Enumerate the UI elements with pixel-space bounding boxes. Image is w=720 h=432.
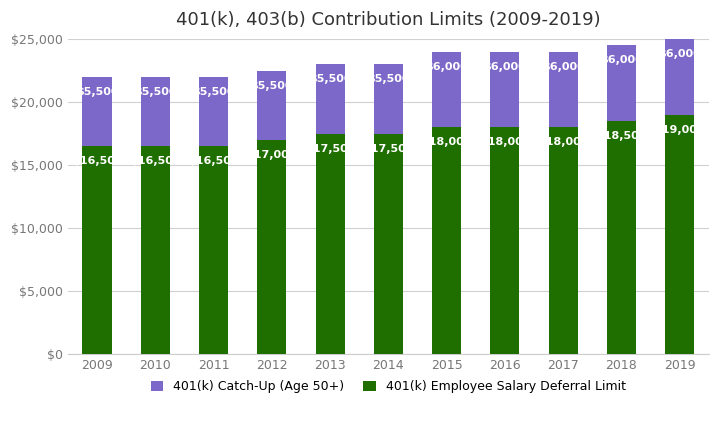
Text: $5,500: $5,500: [251, 81, 293, 91]
Bar: [82, 146, 112, 354]
Text: $5,500: $5,500: [192, 87, 235, 97]
Text: $16,500: $16,500: [130, 156, 181, 166]
Text: $18,500: $18,500: [596, 131, 647, 141]
Text: $17,500: $17,500: [363, 144, 413, 154]
Bar: [374, 64, 403, 133]
Bar: [257, 70, 287, 140]
Text: $18,000: $18,000: [421, 137, 472, 147]
Text: $6,000: $6,000: [484, 62, 526, 72]
Text: $6,000: $6,000: [426, 62, 468, 72]
Bar: [490, 51, 520, 127]
Text: $16,500: $16,500: [189, 156, 239, 166]
Bar: [315, 133, 345, 354]
Bar: [82, 77, 112, 146]
Text: $5,500: $5,500: [76, 87, 118, 97]
Bar: [199, 146, 228, 354]
Bar: [490, 127, 520, 354]
Text: $5,500: $5,500: [367, 74, 410, 84]
Text: $18,000: $18,000: [538, 137, 588, 147]
Bar: [549, 51, 577, 127]
Bar: [665, 114, 694, 354]
Bar: [665, 39, 694, 114]
Text: $6,000: $6,000: [658, 49, 701, 59]
Bar: [432, 127, 462, 354]
Bar: [549, 127, 577, 354]
Bar: [374, 133, 403, 354]
Bar: [140, 77, 170, 146]
Title: 401(k), 403(b) Contribution Limits (2009-2019): 401(k), 403(b) Contribution Limits (2009…: [176, 11, 600, 29]
Text: $5,500: $5,500: [134, 87, 176, 97]
Text: $5,500: $5,500: [309, 74, 351, 84]
Text: $16,500: $16,500: [72, 156, 122, 166]
Bar: [140, 146, 170, 354]
Text: $17,000: $17,000: [247, 150, 297, 160]
Bar: [607, 121, 636, 354]
Bar: [315, 64, 345, 133]
Text: $17,500: $17,500: [305, 144, 355, 154]
Bar: [432, 51, 462, 127]
Text: $6,000: $6,000: [600, 55, 643, 65]
Bar: [607, 45, 636, 121]
Legend: 401(k) Catch-Up (Age 50+), 401(k) Employee Salary Deferral Limit: 401(k) Catch-Up (Age 50+), 401(k) Employ…: [146, 375, 631, 398]
Bar: [257, 140, 287, 354]
Bar: [199, 77, 228, 146]
Text: $19,000: $19,000: [654, 125, 705, 135]
Text: $18,000: $18,000: [480, 137, 530, 147]
Text: $6,000: $6,000: [542, 62, 585, 72]
